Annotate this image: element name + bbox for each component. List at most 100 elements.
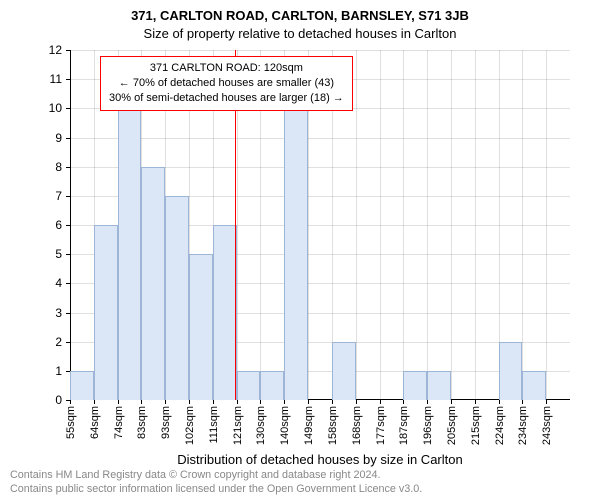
xtick-mark — [118, 400, 119, 404]
xtick-label: 140sqm — [279, 406, 291, 445]
ytick-label: 7 — [0, 189, 62, 203]
xtick-label: 64sqm — [89, 406, 101, 439]
x-axis-label: Distribution of detached houses by size … — [70, 452, 570, 467]
xtick-mark — [308, 400, 309, 404]
ytick-label: 11 — [0, 72, 62, 86]
histogram-bar — [94, 225, 118, 400]
histogram-bar — [189, 254, 213, 400]
ytick-mark — [66, 167, 70, 168]
histogram-bar — [141, 167, 165, 400]
gridline-v — [403, 50, 404, 400]
info-box-line: 30% of semi-detached houses are larger (… — [109, 91, 344, 106]
ytick-label: 6 — [0, 218, 62, 232]
footer-line2: Contains public sector information licen… — [10, 482, 590, 496]
gridline-h — [70, 138, 570, 139]
xtick-mark — [475, 400, 476, 404]
xtick-label: 74sqm — [113, 406, 125, 439]
xtick-label: 243sqm — [541, 406, 553, 445]
histogram-bar — [70, 371, 94, 400]
xtick-mark — [427, 400, 428, 404]
xtick-mark — [70, 400, 71, 404]
xtick-mark — [213, 400, 214, 404]
histogram-bar — [332, 342, 356, 400]
xtick-mark — [165, 400, 166, 404]
xtick-mark — [284, 400, 285, 404]
ytick-mark — [66, 313, 70, 314]
ytick-label: 0 — [0, 393, 62, 407]
histogram-bar — [237, 371, 261, 400]
info-box-line: ← 70% of detached houses are smaller (43… — [109, 76, 344, 91]
ytick-mark — [66, 108, 70, 109]
xtick-mark — [332, 400, 333, 404]
ytick-label: 2 — [0, 335, 62, 349]
histogram-bar — [522, 371, 546, 400]
ytick-mark — [66, 138, 70, 139]
histogram-bar — [403, 371, 427, 400]
xtick-mark — [260, 400, 261, 404]
histogram-bar — [499, 342, 523, 400]
xtick-label: 215sqm — [470, 406, 482, 445]
xtick-label: 177sqm — [375, 406, 387, 445]
ytick-mark — [66, 254, 70, 255]
ytick-mark — [66, 342, 70, 343]
ytick-label: 5 — [0, 247, 62, 261]
xtick-label: 168sqm — [351, 406, 363, 445]
gridline-v — [427, 50, 428, 400]
xtick-label: 149sqm — [303, 406, 315, 445]
xtick-label: 196sqm — [422, 406, 434, 445]
gridline-v — [451, 50, 452, 400]
footer-attribution: Contains HM Land Registry data © Crown c… — [10, 468, 590, 496]
ytick-label: 9 — [0, 131, 62, 145]
xtick-label: 55sqm — [65, 406, 77, 439]
histogram-bar — [165, 196, 189, 400]
ytick-mark — [66, 50, 70, 51]
xtick-mark — [451, 400, 452, 404]
xtick-mark — [380, 400, 381, 404]
histogram-bar — [118, 108, 142, 400]
ytick-label: 4 — [0, 276, 62, 290]
xtick-mark — [499, 400, 500, 404]
ytick-label: 3 — [0, 306, 62, 320]
xtick-label: 158sqm — [327, 406, 339, 445]
xtick-mark — [94, 400, 95, 404]
histogram-bar — [284, 108, 308, 400]
xtick-mark — [522, 400, 523, 404]
gridline-v — [475, 50, 476, 400]
xtick-label: 205sqm — [446, 406, 458, 445]
xtick-label: 102sqm — [184, 406, 196, 445]
ytick-mark — [66, 225, 70, 226]
ytick-label: 10 — [0, 101, 62, 115]
ytick-mark — [66, 196, 70, 197]
ytick-label: 8 — [0, 160, 62, 174]
xtick-label: 224sqm — [494, 406, 506, 445]
xtick-mark — [189, 400, 190, 404]
gridline-v — [380, 50, 381, 400]
xtick-label: 93sqm — [160, 406, 172, 439]
ytick-mark — [66, 283, 70, 284]
xtick-label: 234sqm — [517, 406, 529, 445]
gridline-v — [522, 50, 523, 400]
chart-title-line1: 371, CARLTON ROAD, CARLTON, BARNSLEY, S7… — [0, 8, 600, 23]
histogram-bar — [260, 371, 284, 400]
ytick-label: 1 — [0, 364, 62, 378]
xtick-mark — [546, 400, 547, 404]
reference-info-box: 371 CARLTON ROAD: 120sqm← 70% of detache… — [100, 56, 353, 111]
xtick-label: 83sqm — [136, 406, 148, 439]
ytick-mark — [66, 79, 70, 80]
histogram-bar — [213, 225, 237, 400]
gridline-v — [546, 50, 547, 400]
gridline-h — [70, 50, 570, 51]
gridline-v — [356, 50, 357, 400]
xtick-mark — [141, 400, 142, 404]
footer-line1: Contains HM Land Registry data © Crown c… — [10, 468, 590, 482]
xtick-label: 111sqm — [208, 406, 220, 444]
xtick-mark — [237, 400, 238, 404]
histogram-bar — [427, 371, 451, 400]
chart-title-line2: Size of property relative to detached ho… — [0, 26, 600, 41]
xtick-label: 121sqm — [232, 406, 244, 445]
xtick-label: 130sqm — [255, 406, 267, 445]
ytick-label: 12 — [0, 43, 62, 57]
xtick-mark — [356, 400, 357, 404]
info-box-line: 371 CARLTON ROAD: 120sqm — [109, 61, 344, 76]
xtick-label: 187sqm — [398, 406, 410, 445]
